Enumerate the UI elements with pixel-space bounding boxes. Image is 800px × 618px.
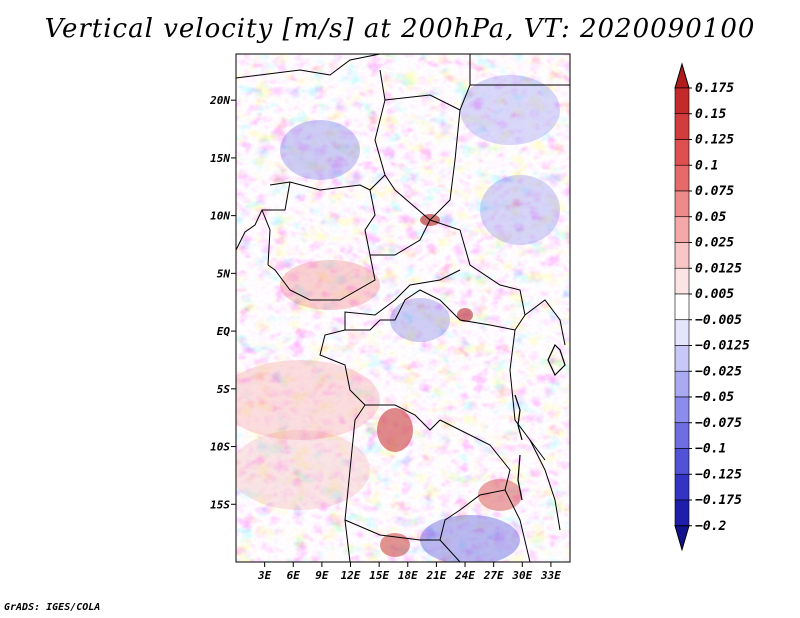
plot-frame	[235, 53, 571, 563]
x-tick-label: 33E	[540, 569, 561, 582]
colorbar-swatch	[674, 87, 690, 115]
lakes	[514, 343, 566, 501]
colorbar-top-arrow	[674, 62, 690, 89]
x-axis: 3E 6E 9E 12E 15E 18E 21E 24E 27E 30E 33E	[257, 562, 561, 582]
colorbar: 0.175 0.15 0.125 0.1 0.075 0.05 0.025 0.0125 0.0…	[674, 62, 750, 552]
x-tick-label: 9E	[315, 569, 329, 582]
colorbar-swatch	[674, 345, 690, 372]
plot-title: Vertical velocity [m/s] at 200hPa, VT: 2…	[44, 14, 756, 44]
colorbar-label: −0.1	[695, 442, 726, 457]
colorbar-label: 0.1	[695, 158, 718, 173]
x-tick-label: 24E	[454, 569, 475, 582]
colorbar-swatch	[674, 190, 690, 218]
colorbar-label: −0.0125	[695, 339, 750, 354]
colorbar-swatch	[674, 139, 690, 166]
y-tick-label: EQ	[217, 325, 231, 338]
colorbar-swatch	[674, 370, 690, 398]
x-tick-label: 18E	[398, 569, 418, 582]
colorbar-swatch	[674, 396, 690, 424]
colorbar-swatch	[674, 293, 690, 321]
x-tick-label: 3E	[257, 569, 272, 582]
credit-text: GrADS: IGES/COLA	[4, 602, 101, 613]
colorbar-swatch	[674, 319, 690, 346]
colorbar-swatch	[674, 113, 690, 140]
velocity-field	[236, 54, 570, 562]
x-tick-label: 6E	[287, 569, 301, 582]
colorbar-label: 0.175	[695, 81, 734, 96]
colorbar-swatch	[674, 242, 690, 269]
y-tick-label: 10N	[210, 210, 230, 223]
colorbar-label: 0.075	[695, 184, 734, 199]
colorbar-label: 0.025	[695, 236, 734, 251]
y-tick-label: 15S	[210, 498, 230, 511]
y-axis: 20N 15N 10N 5N EQ 5S 10S 15S	[209, 94, 236, 511]
colorbar-label: −0.125	[695, 467, 742, 482]
x-tick-label: 15E	[369, 569, 389, 582]
x-tick-label: 27E	[483, 569, 504, 582]
colorbar-label: −0.2	[695, 519, 726, 534]
y-tick-label: 5N	[217, 267, 231, 280]
colorbar-label: −0.175	[695, 493, 742, 508]
colorbar-label: 0.0125	[695, 261, 742, 276]
colorbar-label: 0.15	[695, 107, 726, 122]
y-tick-label: 5S	[217, 383, 231, 396]
colorbar-swatch	[674, 473, 690, 501]
colorbar-label: −0.075	[695, 416, 742, 431]
colorbar-label: −0.025	[695, 364, 742, 379]
colorbar-label: 0.005	[695, 287, 734, 302]
x-tick-label: 12E	[341, 569, 361, 582]
x-tick-label: 30E	[511, 569, 532, 582]
colorbar-swatch	[674, 422, 690, 449]
colorbar-swatch	[674, 499, 690, 527]
colorbar-label: −0.05	[695, 390, 734, 405]
y-tick-label: 10S	[210, 441, 230, 454]
colorbar-label: 0.125	[695, 133, 734, 148]
colorbar-label: 0.05	[695, 210, 726, 225]
colorbar-swatch	[674, 216, 690, 243]
country-boundaries	[236, 54, 570, 562]
colorbar-swatch	[674, 267, 690, 295]
y-tick-label: 20N	[209, 94, 230, 107]
colorbar-label: −0.005	[695, 313, 742, 328]
y-tick-label: 15N	[210, 152, 230, 165]
x-tick-label: 21E	[425, 569, 446, 582]
colorbar-swatch	[674, 448, 690, 475]
colorbar-bottom-arrow	[674, 525, 690, 552]
colorbar-swatch	[674, 164, 690, 192]
